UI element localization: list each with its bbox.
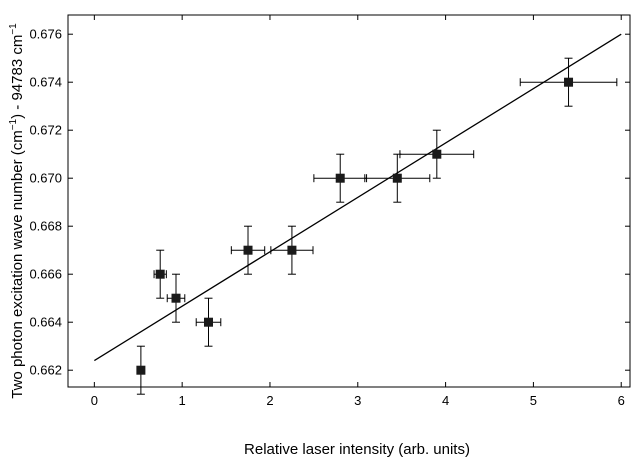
data-point-group [313,153,368,203]
data-point-marker [432,149,442,159]
x-tick-label: 0 [91,393,98,408]
y-axis-label-part-1: Two photon excitation wave number (cm [9,130,26,398]
x-tick-label: 3 [354,393,361,408]
x-tick-label: 6 [618,393,625,408]
y-tick-label: 0.674 [29,75,62,90]
x-tick-label: 1 [179,393,186,408]
fit-line-group [94,33,622,362]
data-point-marker [171,293,181,303]
fit-line [94,33,622,362]
data-points [136,57,618,395]
data-point-marker [335,173,345,183]
data-point-group [364,153,431,203]
x-axis-label: Relative laser intensity (arb. units) [244,441,470,458]
x-tick-label: 5 [530,393,537,408]
y-axis-ticks: 0.662 0.664 0.666 0.668 0.670 0.672 0.674 0.676 [29,27,630,378]
y-tick-label: 0.662 [29,363,62,378]
data-point-group [270,225,314,275]
y-tick-label: 0.672 [29,123,62,138]
data-point-marker [287,245,297,255]
y-tick-label: 0.670 [29,171,62,186]
y-tick-label: 0.676 [29,27,62,42]
data-point-group [136,345,146,395]
data-point-group [153,249,167,299]
data-point-group [230,225,266,275]
y-axis-label-part-2: ) - 94783 cm [9,35,26,119]
data-point-marker [155,269,165,279]
y-tick-label: 0.668 [29,219,62,234]
x-tick-label: 2 [266,393,273,408]
y-axis-label-superscript-2: −1 [8,23,19,35]
data-point-marker [392,173,402,183]
data-point-group [166,273,186,323]
x-tick-label: 4 [442,393,449,408]
plot-area-border [67,14,631,388]
y-tick-label: 0.666 [29,267,62,282]
plot-frame [67,14,631,388]
data-point-group [399,129,475,179]
data-point-group [519,57,618,107]
data-point-marker [136,365,146,375]
data-point-marker [243,245,253,255]
x-axis-ticks: 0 1 2 3 4 5 6 [91,15,625,408]
y-axis-label-superscript-1: −1 [8,118,19,130]
data-point-marker [564,77,574,87]
data-point-group [195,297,222,347]
data-point-marker [204,317,213,327]
y-tick-label: 0.664 [29,315,62,330]
y-axis-label: Two photon excitation wave number (cm−1)… [8,23,26,399]
